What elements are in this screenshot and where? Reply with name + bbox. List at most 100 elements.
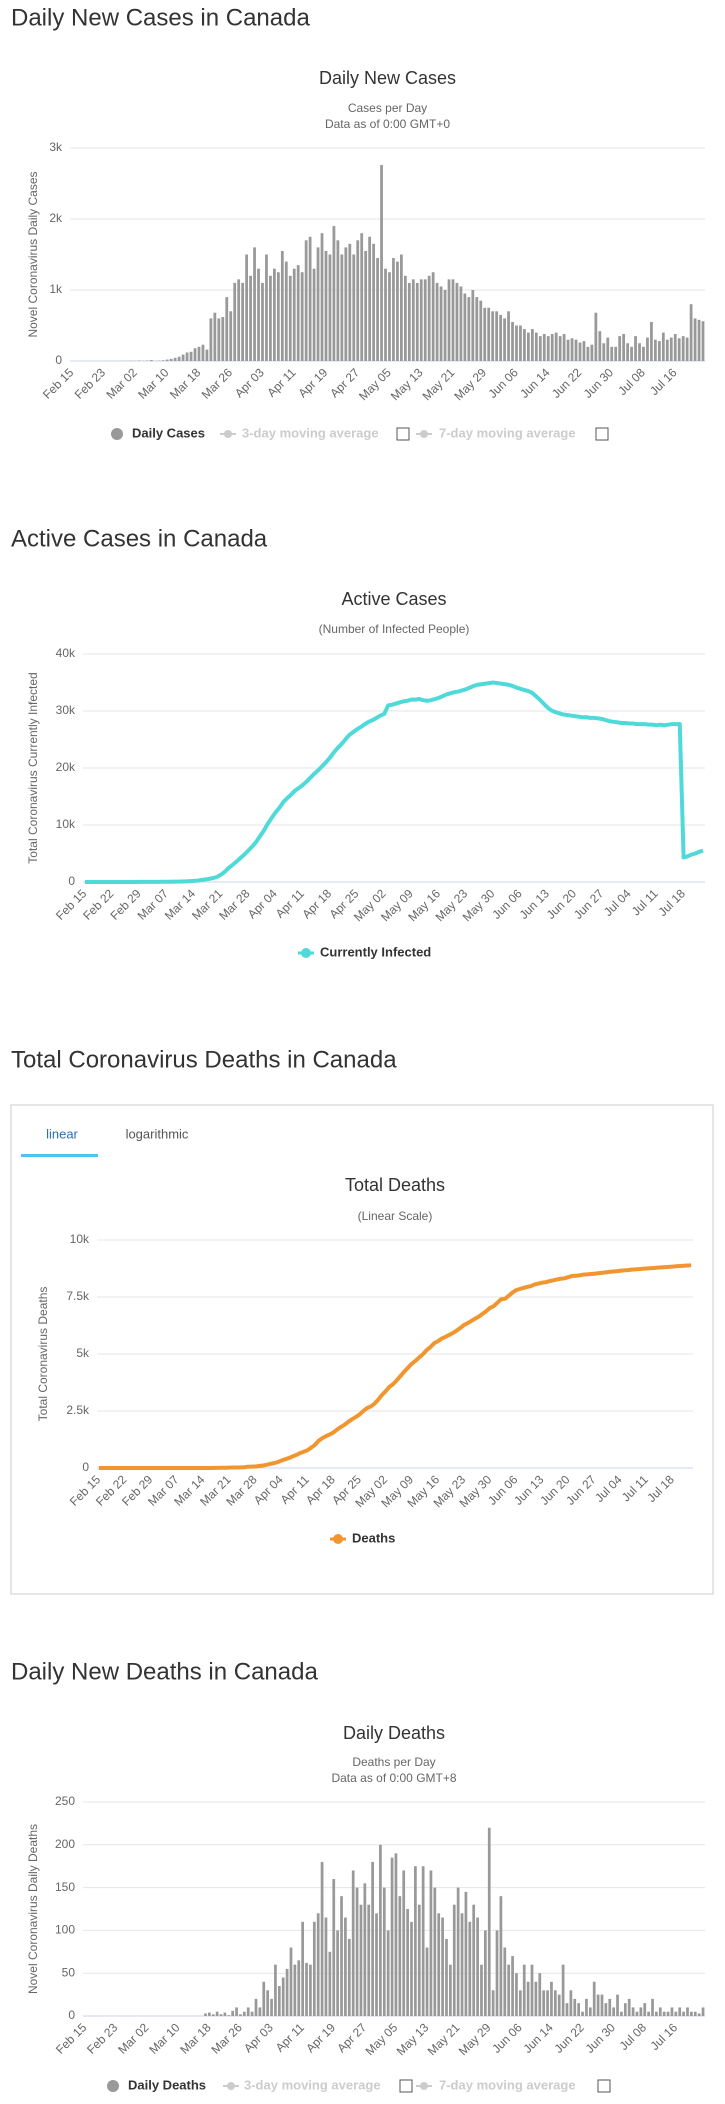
bar <box>596 1994 600 2016</box>
bar <box>511 1956 514 2016</box>
tab[interactable]: linear <box>46 1126 78 1141</box>
legend-marker <box>107 2080 119 2092</box>
y-tick-label: 200 <box>55 1837 75 1851</box>
bar <box>336 1930 339 2016</box>
bar <box>320 233 324 361</box>
bar <box>627 1998 631 2016</box>
bar <box>452 1904 456 2016</box>
bar <box>681 336 685 361</box>
bar <box>646 337 649 361</box>
bar <box>534 1981 538 2016</box>
y-axis-title: Novel Coronavirus Daily Deaths <box>26 1824 40 1994</box>
checkbox[interactable] <box>597 2079 611 2093</box>
bar <box>406 1909 409 2016</box>
bar <box>165 359 169 361</box>
x-tick-label: Jul 04 <box>601 886 634 919</box>
x-tick-label: Jul 11 <box>619 1472 651 1504</box>
bar <box>546 1990 549 2016</box>
x-tick-label: Apr 03 <box>241 2020 276 2055</box>
bar <box>197 346 201 361</box>
bar <box>565 2003 569 2016</box>
bar <box>467 297 471 361</box>
bar <box>265 254 268 361</box>
bar <box>380 165 383 361</box>
x-tick-label: Jun 30 <box>581 365 617 401</box>
bar <box>620 2011 623 2016</box>
chart-subtitle: Data as of 0:00 GMT+8 <box>331 1771 456 1785</box>
bar <box>657 341 661 361</box>
bar <box>701 321 705 361</box>
chart-subtitle: Data as of 0:00 GMT+0 <box>325 117 450 131</box>
bar <box>550 334 554 361</box>
chart-subtitle: (Number of Infected People) <box>319 622 470 636</box>
bar <box>239 2014 242 2016</box>
bar <box>455 282 459 361</box>
x-tick-label: Jul 08 <box>617 2020 650 2053</box>
y-tick-label: 20k <box>56 760 76 774</box>
bar <box>253 247 256 361</box>
bar <box>229 311 233 361</box>
bar <box>359 1904 363 2016</box>
bar <box>309 1964 312 2016</box>
bar <box>647 2011 650 2016</box>
bar <box>400 254 403 361</box>
bar <box>515 325 518 361</box>
bar <box>348 243 352 361</box>
bar <box>324 1917 328 2016</box>
bar <box>476 1917 479 2016</box>
legend-label: Currently Infected <box>320 944 431 959</box>
x-tick-label: Apr 11 <box>264 365 299 400</box>
bar <box>215 2011 219 2016</box>
bar <box>495 1930 499 2016</box>
bar <box>522 1964 526 2016</box>
bar <box>233 282 237 361</box>
bar <box>538 1973 542 2016</box>
bar <box>586 346 590 361</box>
bar <box>693 2011 697 2016</box>
bar <box>352 254 356 361</box>
tab[interactable]: logarithmic <box>126 1126 189 1141</box>
bar <box>693 318 697 361</box>
bar <box>204 2013 207 2016</box>
bar <box>402 1870 406 2016</box>
chart-subtitle: (Linear Scale) <box>358 1209 433 1223</box>
bar <box>460 1913 464 2016</box>
bar <box>464 1891 468 2016</box>
bar <box>662 2011 666 2016</box>
bar <box>423 279 427 361</box>
checkbox[interactable] <box>399 2079 413 2093</box>
bar <box>245 254 248 361</box>
bar <box>475 297 479 361</box>
bar <box>415 282 419 361</box>
bar <box>375 1913 378 2016</box>
bar <box>661 332 665 361</box>
bar <box>608 1998 612 2016</box>
bar <box>297 1960 301 2016</box>
bar <box>308 236 312 361</box>
y-tick-label: 250 <box>55 1794 75 1808</box>
bar <box>590 344 594 361</box>
x-tick-label: Mar 02 <box>115 2020 152 2057</box>
bar <box>456 1887 460 2016</box>
bar <box>530 329 534 361</box>
bar <box>266 1990 270 2016</box>
bar <box>578 342 582 361</box>
bar <box>316 1913 320 2016</box>
bar <box>293 1964 297 2016</box>
x-tick-label: Mar 26 <box>208 2020 245 2057</box>
bar <box>507 311 510 361</box>
checkbox[interactable] <box>396 427 410 441</box>
bar <box>340 1896 343 2016</box>
bar <box>250 2011 254 2016</box>
x-tick-label: Jun 06 <box>489 2020 525 2056</box>
bar <box>697 2013 701 2016</box>
chart-subtitle: Deaths per Day <box>352 1755 435 1769</box>
line <box>84 680 704 884</box>
bar <box>344 247 348 361</box>
bar <box>569 1990 573 2016</box>
bar <box>392 258 395 361</box>
section-heading: Daily New Deaths in Canada <box>11 1658 318 1685</box>
bar <box>185 352 189 361</box>
x-tick-label: Jun 27 <box>571 886 607 922</box>
checkbox[interactable] <box>595 427 609 441</box>
